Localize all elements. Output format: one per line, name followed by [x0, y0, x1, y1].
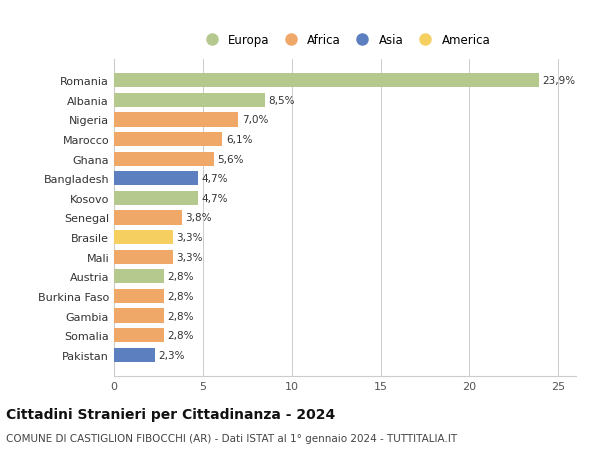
Bar — [114, 172, 197, 186]
Bar — [114, 191, 197, 206]
Text: 2,8%: 2,8% — [167, 330, 194, 341]
Text: 5,6%: 5,6% — [217, 154, 244, 164]
Bar — [114, 309, 164, 323]
Text: 2,3%: 2,3% — [158, 350, 185, 360]
Bar — [114, 211, 182, 225]
Text: 4,7%: 4,7% — [201, 174, 227, 184]
Text: COMUNE DI CASTIGLION FIBOCCHI (AR) - Dati ISTAT al 1° gennaio 2024 - TUTTITALIA.: COMUNE DI CASTIGLION FIBOCCHI (AR) - Dat… — [6, 433, 457, 442]
Text: 2,8%: 2,8% — [167, 311, 194, 321]
Bar — [114, 250, 173, 264]
Text: 3,3%: 3,3% — [176, 252, 203, 262]
Bar — [114, 113, 238, 127]
Bar — [114, 152, 214, 166]
Bar — [114, 133, 223, 147]
Text: Cittadini Stranieri per Cittadinanza - 2024: Cittadini Stranieri per Cittadinanza - 2… — [6, 407, 335, 421]
Bar — [114, 74, 539, 88]
Bar — [114, 230, 173, 245]
Bar — [114, 348, 155, 362]
Text: 4,7%: 4,7% — [201, 194, 227, 203]
Text: 8,5%: 8,5% — [269, 95, 295, 106]
Text: 23,9%: 23,9% — [542, 76, 575, 86]
Text: 2,8%: 2,8% — [167, 291, 194, 301]
Text: 6,1%: 6,1% — [226, 135, 253, 145]
Text: 3,8%: 3,8% — [185, 213, 212, 223]
Bar — [114, 328, 164, 342]
Bar — [114, 94, 265, 108]
Bar — [114, 289, 164, 303]
Legend: Europa, Africa, Asia, America: Europa, Africa, Asia, America — [196, 31, 494, 51]
Text: 3,3%: 3,3% — [176, 233, 203, 242]
Text: 2,8%: 2,8% — [167, 272, 194, 282]
Text: 7,0%: 7,0% — [242, 115, 268, 125]
Bar — [114, 269, 164, 284]
